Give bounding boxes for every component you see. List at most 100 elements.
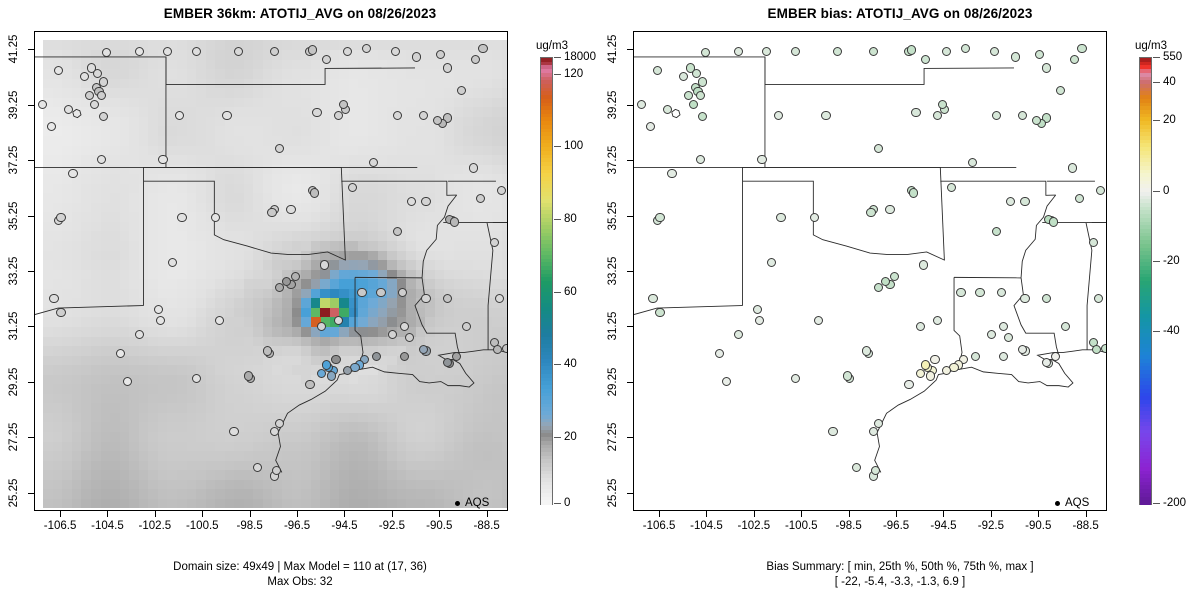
aqs-station-marker[interactable] (347, 182, 358, 192)
aqs-station-marker[interactable] (163, 46, 173, 56)
aqs-station-marker[interactable] (433, 116, 443, 126)
aqs-station-marker[interactable] (752, 304, 762, 315)
aqs-station-marker[interactable] (229, 426, 239, 437)
aqs-station-marker[interactable] (956, 288, 966, 298)
aqs-station-marker[interactable] (1006, 196, 1016, 206)
aqs-station-marker[interactable] (1077, 44, 1087, 54)
aqs-station-marker[interactable] (996, 288, 1006, 298)
model-map-plot[interactable] (34, 31, 508, 511)
aqs-station-marker[interactable] (942, 365, 952, 376)
aqs-station-marker[interactable] (1096, 185, 1106, 195)
aqs-station-marker[interactable] (267, 207, 277, 217)
aqs-station-marker[interactable] (46, 121, 57, 131)
aqs-station-marker[interactable] (321, 360, 332, 370)
aqs-station-marker[interactable] (54, 66, 64, 76)
aqs-station-marker[interactable] (1101, 343, 1106, 353)
aqs-station-marker[interactable] (84, 91, 95, 101)
aqs-station-marker[interactable] (1041, 293, 1051, 303)
bias-map-plot[interactable] (633, 31, 1107, 511)
aqs-station-marker[interactable] (96, 155, 106, 165)
aqs-station-marker[interactable] (909, 188, 919, 198)
aqs-station-marker[interactable] (714, 349, 724, 359)
aqs-station-marker[interactable] (156, 315, 166, 326)
aqs-station-marker[interactable] (906, 45, 916, 55)
aqs-station-marker[interactable] (317, 321, 327, 331)
aqs-station-marker[interactable] (992, 227, 1002, 237)
aqs-station-marker[interactable] (871, 465, 881, 475)
aqs-station-marker[interactable] (790, 46, 800, 56)
aqs-station-marker[interactable] (326, 371, 336, 381)
aqs-station-marker[interactable] (911, 107, 921, 118)
aqs-station-marker[interactable] (63, 105, 73, 115)
aqs-station-marker[interactable] (307, 45, 317, 55)
aqs-station-marker[interactable] (215, 315, 225, 326)
aqs-station-marker[interactable] (134, 329, 144, 339)
aqs-station-marker[interactable] (937, 99, 947, 109)
aqs-station-marker[interactable] (400, 321, 410, 331)
aqs-station-marker[interactable] (683, 91, 694, 101)
aqs-station-marker[interactable] (115, 349, 125, 359)
aqs-station-marker[interactable] (80, 71, 90, 81)
aqs-station-marker[interactable] (733, 329, 743, 339)
aqs-station-marker[interactable] (653, 66, 663, 76)
aqs-station-marker[interactable] (87, 63, 97, 73)
aqs-station-marker[interactable] (497, 185, 507, 195)
aqs-station-marker[interactable] (695, 91, 705, 101)
aqs-station-marker[interactable] (134, 46, 144, 56)
aqs-station-marker[interactable] (920, 360, 931, 370)
aqs-station-marker[interactable] (262, 346, 272, 356)
aqs-station-marker[interactable] (679, 71, 689, 81)
aqs-station-marker[interactable] (773, 110, 784, 120)
aqs-station-marker[interactable] (916, 368, 926, 378)
aqs-station-marker[interactable] (492, 345, 502, 355)
aqs-station-marker[interactable] (310, 188, 320, 198)
aqs-station-marker[interactable] (471, 55, 481, 65)
aqs-station-marker[interactable] (312, 107, 322, 118)
aqs-station-marker[interactable] (333, 315, 343, 326)
aqs-station-marker[interactable] (1091, 345, 1101, 355)
aqs-station-marker[interactable] (904, 379, 914, 389)
aqs-station-marker[interactable] (357, 288, 367, 298)
aqs-station-marker[interactable] (755, 315, 765, 326)
aqs-station-marker[interactable] (1020, 293, 1030, 303)
aqs-station-marker[interactable] (868, 426, 878, 437)
aqs-station-marker[interactable] (809, 213, 819, 223)
aqs-station-marker[interactable] (274, 282, 284, 292)
aqs-station-marker[interactable] (790, 374, 800, 384)
aqs-station-marker[interactable] (961, 44, 971, 54)
aqs-station-marker[interactable] (96, 91, 106, 101)
aqs-station-marker[interactable] (946, 182, 957, 192)
aqs-station-marker[interactable] (1010, 52, 1021, 62)
aqs-station-marker[interactable] (272, 465, 282, 475)
aqs-station-marker[interactable] (421, 196, 431, 206)
aqs-station-marker[interactable] (918, 260, 928, 270)
aqs-station-marker[interactable] (655, 213, 665, 223)
aqs-station-marker[interactable] (930, 354, 940, 364)
aqs-station-marker[interactable] (421, 293, 431, 303)
aqs-station-marker[interactable] (1018, 345, 1028, 355)
aqs-station-marker[interactable] (274, 418, 284, 428)
aqs-station-marker[interactable] (975, 288, 985, 298)
aqs-station-marker[interactable] (442, 63, 452, 73)
aqs-station-marker[interactable] (873, 282, 883, 292)
aqs-station-marker[interactable] (411, 52, 422, 62)
aqs-station-marker[interactable] (667, 168, 677, 179)
aqs-station-marker[interactable] (721, 376, 732, 387)
aqs-station-marker[interactable] (494, 293, 505, 303)
aqs-station-marker[interactable] (442, 357, 452, 367)
aqs-station-marker[interactable] (842, 371, 852, 381)
aqs-station-marker[interactable] (269, 46, 279, 56)
aqs-station-marker[interactable] (317, 368, 327, 378)
aqs-station-marker[interactable] (191, 46, 201, 56)
aqs-station-marker[interactable] (814, 315, 824, 326)
aqs-station-marker[interactable] (89, 99, 99, 109)
aqs-station-marker[interactable] (210, 213, 220, 223)
aqs-station-marker[interactable] (1041, 357, 1051, 367)
aqs-station-marker[interactable] (37, 99, 47, 109)
aqs-station-marker[interactable] (338, 99, 348, 109)
aqs-station-marker[interactable] (222, 110, 232, 120)
aqs-station-marker[interactable] (688, 99, 698, 109)
aqs-station-marker[interactable] (866, 207, 876, 217)
aqs-station-marker[interactable] (821, 110, 831, 120)
aqs-station-marker[interactable] (766, 257, 777, 267)
